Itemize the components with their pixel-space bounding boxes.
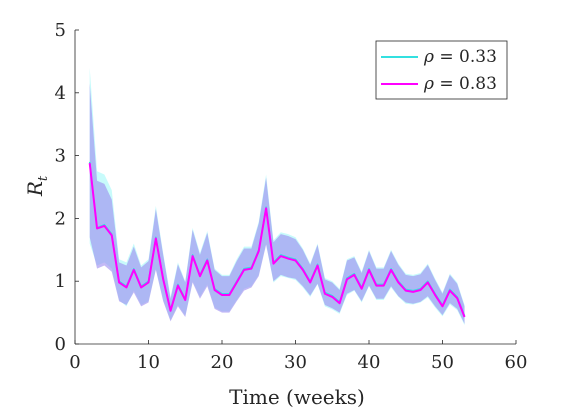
confidence-band-series-2 [90,83,465,324]
legend-entry-series-1: ρ = 0.33 [423,47,497,67]
x-tick-label: 0 [69,352,80,373]
legend-symbol-series-2: ρ [423,74,434,94]
y-axis-label-subscript: t [36,175,51,181]
y-axis-label: Rt [23,175,51,197]
legend-value-series-1: = 0.33 [434,47,497,67]
y-axis-label-main: R [23,181,47,197]
x-axis-label: Time (weeks) [229,385,365,409]
legend-entry-series-2: ρ = 0.83 [423,74,497,94]
legend-symbol-series-1: ρ [423,47,434,67]
legend: ρ = 0.33 ρ = 0.83 [376,41,507,99]
y-tick-label: 1 [55,271,66,292]
y-tick-label: 2 [55,208,66,229]
x-tick-label: 20 [211,352,234,373]
y-axis-label-group: Rt [23,175,51,197]
x-tick-label: 50 [431,352,454,373]
confidence-bands [90,68,465,325]
y-tick-label: 3 [55,146,66,167]
x-tick-label: 10 [137,352,160,373]
y-tick-label: 5 [55,20,66,41]
legend-value-series-2: = 0.83 [434,74,497,94]
y-tick-label: 4 [55,83,66,104]
x-tick-label: 60 [505,352,528,373]
y-tick-label: 0 [55,334,66,355]
x-tick-label: 30 [284,352,307,373]
x-tick-label: 40 [358,352,381,373]
